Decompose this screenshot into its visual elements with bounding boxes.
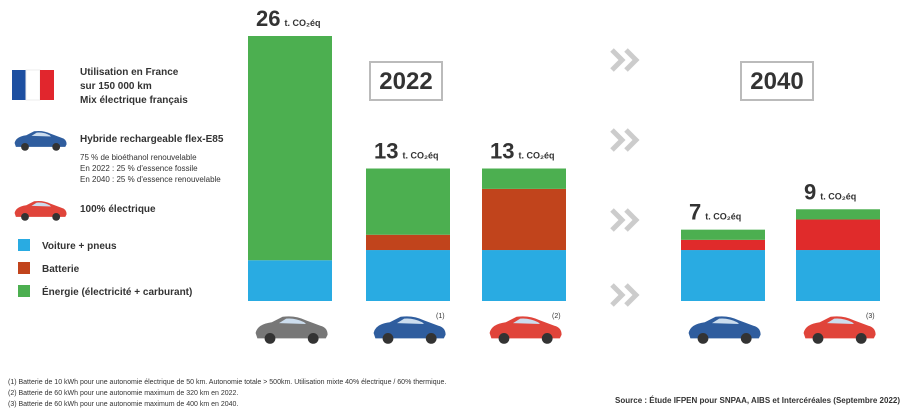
bar-segment — [681, 239, 765, 251]
vehicle-title: Hybride rechargeable flex-E85 — [80, 134, 224, 145]
car-body — [803, 316, 876, 339]
wheel — [812, 333, 824, 344]
legend-swatch — [18, 285, 30, 297]
year-label: 2022 — [379, 68, 432, 95]
bar-segment — [482, 188, 566, 251]
total-unit: t. CO₂éq — [402, 151, 438, 161]
total-label: 7 t. CO₂éq — [689, 200, 741, 225]
car-icon — [688, 316, 761, 344]
year-label: 2040 — [750, 68, 803, 95]
car-icon — [255, 316, 328, 344]
total-unit: t. CO₂éq — [705, 212, 741, 222]
vehicle-line: sur 150 000 km — [80, 81, 152, 92]
legend-label: Énergie (électricité + carburant) — [42, 285, 192, 298]
bar-segment — [796, 219, 880, 251]
car-window — [279, 318, 306, 324]
bar-segment — [366, 168, 450, 235]
wheel — [52, 213, 61, 221]
year-box — [369, 61, 443, 101]
year-box — [740, 61, 814, 101]
wheel — [21, 143, 29, 151]
bar-segment — [482, 168, 566, 189]
total-label: 26 t. CO₂éq — [256, 6, 320, 31]
total-unit: t. CO₂éq — [820, 191, 856, 201]
vehicle-line: 75 % de bioéthanol renouvelable — [80, 153, 197, 162]
car-window — [31, 202, 52, 207]
bar-segment — [366, 234, 450, 251]
car-icon — [14, 130, 67, 151]
bar-note: (2) — [552, 313, 561, 320]
wheel — [541, 333, 553, 344]
bar-segment — [796, 250, 880, 301]
bar-segment — [681, 250, 765, 301]
car-body — [14, 130, 67, 147]
wheel — [740, 333, 752, 344]
total-value: 7 — [689, 200, 701, 225]
wheel — [382, 333, 394, 344]
vehicle-line: En 2022 : 25 % d'essence fossile — [80, 164, 198, 173]
wheel — [855, 333, 867, 344]
wheel — [498, 333, 510, 344]
wheel — [425, 333, 437, 344]
car-body — [14, 200, 67, 217]
vehicle-line: En 2040 : 25 % d'essence renouvelable — [80, 175, 221, 184]
flag-icon — [12, 69, 54, 101]
wheel — [697, 333, 709, 344]
bar-segment — [248, 36, 332, 261]
vehicle-line: Utilisation en France — [80, 67, 179, 78]
total-value: 13 — [374, 139, 398, 164]
source: Source : Étude IFPEN pour SNPAA, AIBS et… — [615, 396, 900, 405]
vehicle-title: 100% électrique — [80, 204, 156, 215]
footnote: (1) Batterie de 10 kWh pour une autonomi… — [8, 379, 446, 386]
car-window — [31, 132, 52, 137]
car-icon — [373, 316, 446, 344]
footnote: (3) Batterie de 60 kWh pour une autonomi… — [8, 401, 238, 408]
vehicle-line: Mix électrique français — [80, 95, 188, 106]
car-body — [373, 316, 446, 339]
bar-note: (3) — [866, 313, 875, 320]
car-window — [513, 318, 540, 324]
total-unit: t. CO₂éq — [518, 151, 554, 161]
wheel — [21, 213, 29, 221]
car-window — [397, 318, 424, 324]
bar-segment — [796, 209, 880, 220]
total-label: 13 t. CO₂éq — [490, 139, 554, 164]
bar-segment — [482, 250, 566, 301]
legend-label: Voiture + pneus — [42, 241, 117, 252]
car-body — [688, 316, 761, 339]
total-label: 9 t. CO₂éq — [804, 179, 856, 204]
legend-swatch — [18, 239, 30, 251]
bar-segment — [681, 229, 765, 240]
bar-note: (1) — [436, 313, 445, 320]
bar-segment — [248, 260, 332, 301]
car-window — [712, 318, 739, 324]
chevrons — [610, 48, 640, 307]
footnote: (2) Batterie de 60 kWh pour une autonomi… — [8, 390, 238, 397]
car-window — [827, 318, 854, 324]
car-icon — [803, 316, 876, 344]
total-unit: t. CO₂éq — [284, 18, 320, 28]
total-value: 26 — [256, 6, 280, 31]
bar-segment — [366, 250, 450, 301]
legend-label: Batterie — [42, 264, 80, 275]
wheel — [264, 333, 276, 344]
legend-swatch — [18, 262, 30, 274]
car-icon — [14, 200, 67, 221]
car-body — [489, 316, 562, 339]
wheel — [52, 143, 61, 151]
car-body — [255, 316, 328, 339]
total-value: 9 — [804, 179, 816, 204]
wheel — [307, 333, 319, 344]
total-value: 13 — [490, 139, 514, 164]
car-icon — [489, 316, 562, 344]
total-label: 13 t. CO₂éq — [374, 139, 438, 164]
